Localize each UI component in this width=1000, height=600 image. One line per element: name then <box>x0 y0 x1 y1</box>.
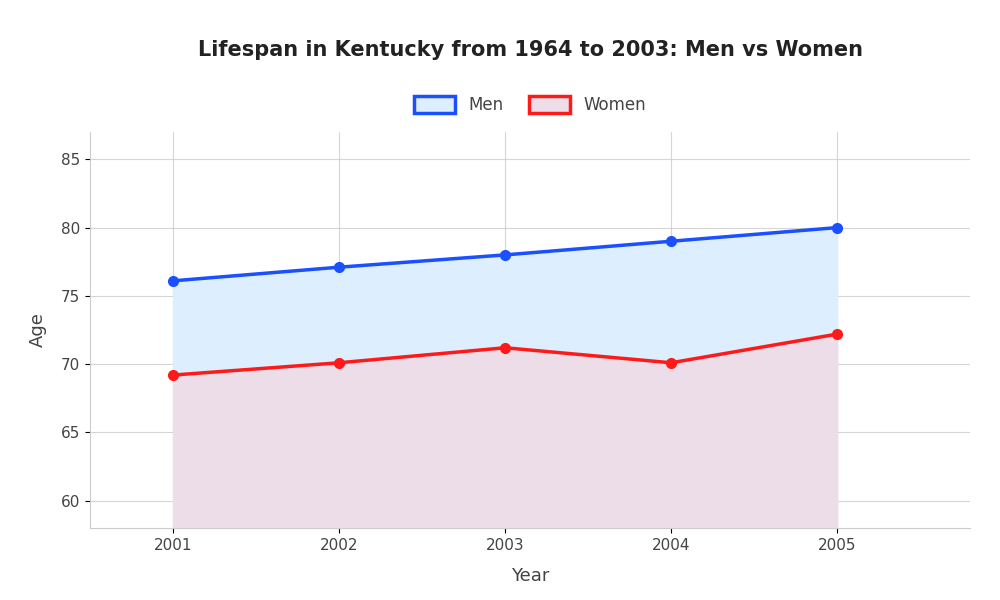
Line: Women: Women <box>168 329 842 380</box>
Men <box>665 238 677 245</box>
Women <box>831 331 843 338</box>
Line: Men: Men <box>168 223 842 286</box>
Men <box>167 277 179 284</box>
Y-axis label: Age: Age <box>29 313 47 347</box>
Women <box>665 359 677 367</box>
Women <box>167 371 179 379</box>
Men <box>499 251 511 259</box>
Title: Lifespan in Kentucky from 1964 to 2003: Men vs Women: Lifespan in Kentucky from 1964 to 2003: … <box>198 40 862 59</box>
Men <box>831 224 843 231</box>
Legend: Men, Women: Men, Women <box>407 89 653 121</box>
Women <box>333 359 345 367</box>
Women <box>499 344 511 352</box>
X-axis label: Year: Year <box>511 566 549 584</box>
Men <box>333 263 345 271</box>
